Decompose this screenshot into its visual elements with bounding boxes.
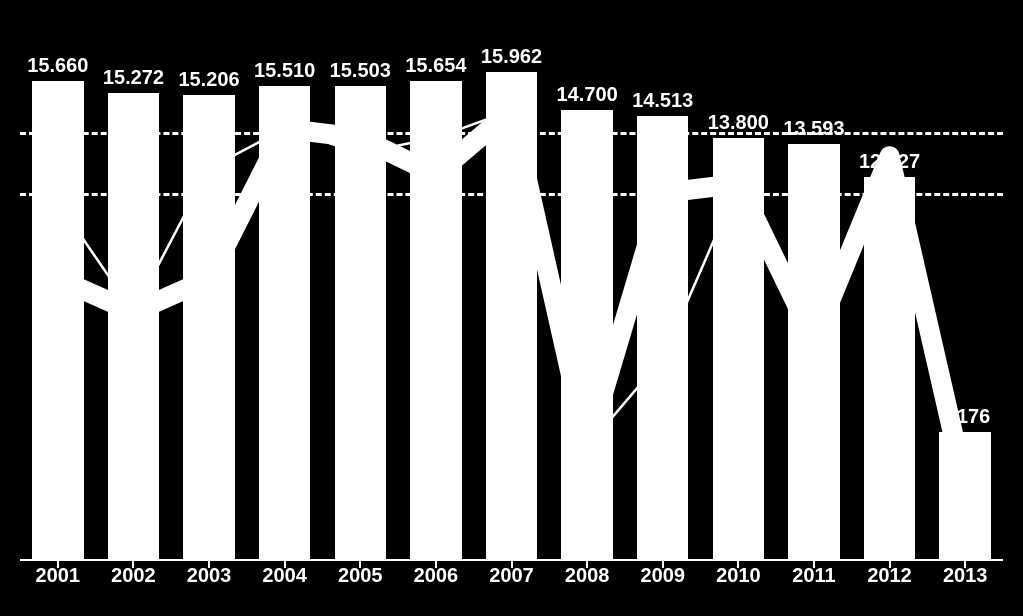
x-axis — [20, 559, 1003, 561]
x-axis-label: 2011 — [784, 565, 844, 588]
x-axis-label: 2012 — [860, 565, 920, 588]
bar-value-label: 15.654 — [396, 55, 476, 78]
x-axis-label: 2004 — [255, 565, 315, 588]
bar-value-label: 14.700 — [547, 84, 627, 107]
x-axis-label: 2006 — [406, 565, 466, 588]
bar-value-label: 15.503 — [320, 60, 400, 83]
bar — [713, 138, 764, 560]
bar-value-label: 15.272 — [93, 67, 173, 90]
bar-value-label: 15.206 — [169, 69, 249, 92]
x-axis-label: 2001 — [28, 565, 88, 588]
bar — [637, 116, 688, 560]
reference-line — [20, 132, 1003, 135]
bar — [561, 110, 612, 560]
bar-value-label: 12.527 — [850, 151, 930, 174]
bar — [259, 86, 310, 560]
x-axis-label: 2002 — [103, 565, 163, 588]
x-axis-label: 2010 — [708, 565, 768, 588]
bar-value-label: 15.660 — [18, 55, 98, 78]
bar-value-label: 15.962 — [472, 46, 552, 69]
x-axis-label: 2005 — [330, 565, 390, 588]
x-axis-label: 2013 — [935, 565, 995, 588]
bar — [335, 86, 386, 560]
bar — [864, 177, 915, 560]
x-axis-label: 2009 — [633, 565, 693, 588]
bar-chart: 2001 2002 2003 2004 2005 2006 2007 2008 2009 2010… — [0, 0, 1023, 616]
bar — [32, 81, 83, 560]
bar-value-label: 15.510 — [245, 60, 325, 83]
bar — [108, 93, 159, 560]
bar — [486, 72, 537, 560]
bar-value-label: 13.593 — [774, 118, 854, 141]
plot-area — [20, 40, 1003, 560]
x-axis-label: 2003 — [179, 565, 239, 588]
bar-value-label: 14.513 — [623, 90, 703, 113]
bar-value-label: 13.800 — [698, 112, 778, 135]
bar — [939, 432, 990, 560]
bar — [410, 81, 461, 560]
bar-value-label: 4.176 — [925, 406, 1005, 429]
bar — [788, 144, 839, 560]
bar — [183, 95, 234, 560]
reference-line — [20, 193, 1003, 196]
x-axis-label: 2008 — [557, 565, 617, 588]
x-axis-label: 2007 — [482, 565, 542, 588]
